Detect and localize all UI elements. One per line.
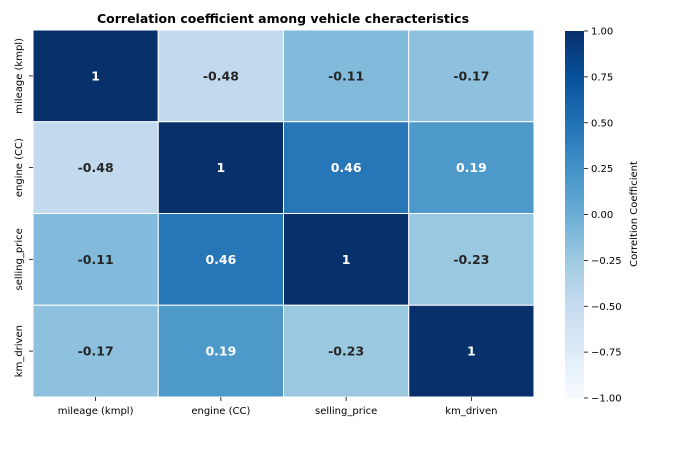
- cell-value-label: -0.11: [328, 68, 364, 83]
- cell-value-label: -0.17: [453, 68, 489, 83]
- y-tick-label: engine (CC): [14, 138, 25, 197]
- cell-value-label: -0.23: [328, 344, 364, 359]
- y-tick-label: km_driven: [14, 325, 25, 377]
- heatmap-cell: [283, 304, 410, 398]
- heatmap-cell: [32, 304, 159, 398]
- colorbar-tick-label: −0.25: [591, 256, 622, 267]
- x-tick-label: selling_price: [315, 406, 377, 417]
- cell-value-label: 1: [467, 344, 476, 359]
- cell-value-label: 1: [217, 160, 226, 175]
- heatmap-cell: [157, 304, 284, 398]
- colorbar-gradient: [565, 31, 584, 398]
- x-tick-label: engine (CC): [191, 406, 250, 417]
- heatmap-cells: [32, 29, 535, 398]
- colorbar-tick-label: 1.00: [591, 27, 613, 38]
- x-axis: mileage (kmpl) engine (CC) selling_price km…: [58, 397, 497, 417]
- colorbar-tick-label: 0.75: [591, 72, 613, 83]
- heatmap-cell: [408, 121, 535, 214]
- colorbar: 1.00 0.75 0.50 0.25 0.00 −0.25 −0.50 −0.75 −1.00: [565, 27, 622, 405]
- cell-value-label: 0.19: [456, 160, 487, 175]
- cell-value-label: 1: [342, 252, 351, 267]
- x-tick-label: km_driven: [445, 406, 497, 417]
- cell-value-label: -0.11: [78, 252, 114, 267]
- cell-value-label: -0.23: [453, 252, 489, 267]
- cell-value-label: 1: [91, 68, 100, 83]
- cell-value-label: -0.48: [203, 68, 239, 83]
- heatmap-cell-labels: 1 -0.48 -0.11 -0.17 -0.48 1 0.46 0.19 -0.11 0.46 1…: [78, 68, 490, 358]
- cell-value-label: -0.17: [78, 344, 114, 359]
- cell-value-label: 0.19: [205, 344, 236, 359]
- heatmap-cell: [408, 304, 535, 398]
- x-tick-label: mileage (kmpl): [58, 406, 134, 417]
- colorbar-tick-label: −1.00: [591, 394, 622, 405]
- heatmap-cell: [408, 213, 535, 306]
- y-tick-label: selling_price: [14, 228, 25, 290]
- heatmap-cell: [32, 29, 159, 123]
- cell-value-label: -0.48: [78, 160, 114, 175]
- colorbar-tick-label: 0.25: [591, 164, 613, 175]
- heatmap-cell: [157, 29, 284, 123]
- colorbar-label: Correltion Coefficient: [629, 161, 640, 267]
- heatmap-cell: [408, 29, 535, 123]
- colorbar-tick-label: 0.50: [591, 118, 613, 129]
- cell-value-label: 0.46: [331, 160, 362, 175]
- colorbar-tick-label: −0.75: [591, 348, 622, 359]
- heatmap-cell: [157, 213, 284, 306]
- colorbar-tick-label: −0.50: [591, 302, 622, 313]
- y-axis: mileage (kmpl) engine (CC) selling_pricekm…: [14, 38, 33, 377]
- colorbar-tick-label: 0.00: [591, 210, 613, 221]
- cell-value-label: 0.46: [205, 252, 236, 267]
- y-tick-label: mileage (kmpl): [14, 38, 25, 114]
- heatmap-cell: [32, 121, 159, 214]
- chart-title: Correlation coefficient among vehicle ch…: [97, 11, 469, 26]
- heatmap-cell: [157, 121, 284, 214]
- heatmap-cell: [283, 29, 410, 123]
